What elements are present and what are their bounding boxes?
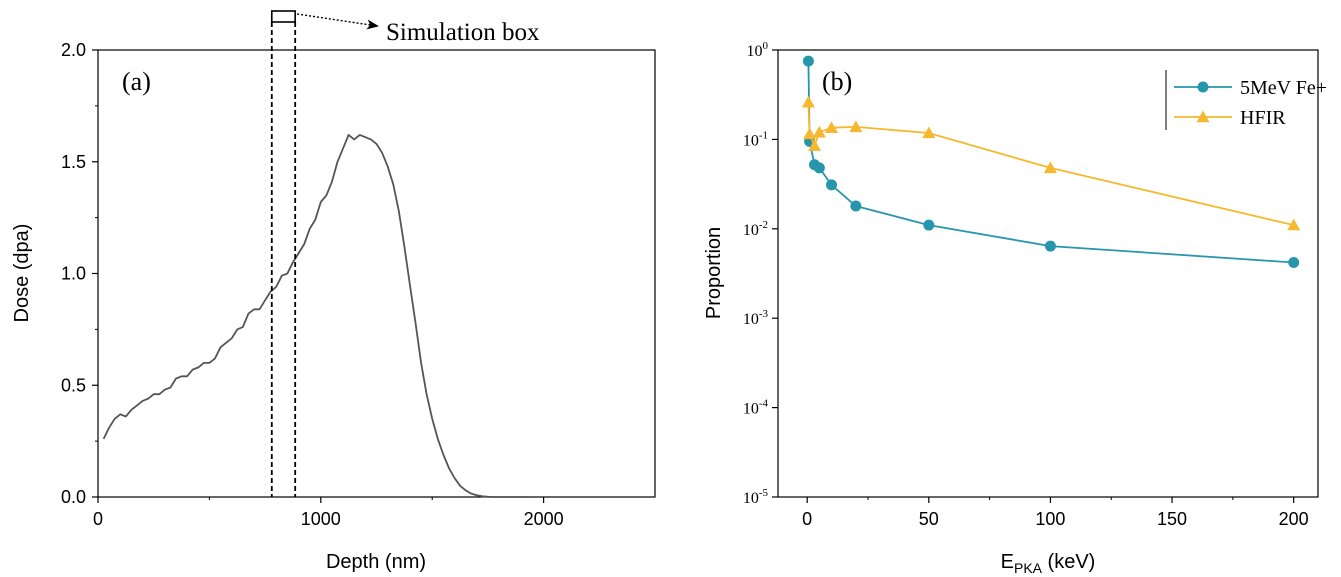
panel-a-y-tick-label: 0.5 <box>61 375 86 395</box>
panel-b-x-tick-label: 100 <box>1035 509 1065 529</box>
panel-b-y-tick-base: 10 <box>743 401 759 418</box>
data-point-hfir <box>922 126 936 139</box>
panel-b-series <box>801 55 1301 268</box>
series-line-fe-ion <box>807 61 1294 264</box>
panel-b-y-tick-base: 10 <box>743 311 759 328</box>
panel-b-y-axis-label: Proportion <box>703 227 725 319</box>
legend-label-fe-ion: 5MeV Fe+ <box>1240 77 1327 99</box>
panel-b-x-axis-label-unit: (keV) <box>1042 551 1095 573</box>
panel-b-y-tick-base: 10 <box>747 43 763 60</box>
panel-b-x-axis-label: EPKA (keV) <box>1001 551 1096 576</box>
panel-b-label: (b) <box>822 67 852 96</box>
data-point-hfir <box>1043 161 1057 174</box>
panel-b-x-tick-label: 50 <box>919 509 939 529</box>
simulation-box-region <box>270 10 379 497</box>
data-point-fe-ion <box>802 55 814 67</box>
data-point-fe-ion <box>1044 240 1056 252</box>
panel-b-y-tick-base: 10 <box>743 490 759 507</box>
data-point-fe-ion <box>850 200 862 212</box>
panel-b-y-tick-exponent: -2 <box>759 219 768 231</box>
panel-a-series <box>102 133 527 498</box>
panel-a-dose-depth-chart: 0 1000 2000 0.0 0.5 1.0 1.5 2.0 (a) Simulation … <box>11 10 656 573</box>
data-point-hfir <box>803 127 817 140</box>
panel-a-label: (a) <box>122 67 151 96</box>
panel-b-x-tick-label: 200 <box>1279 509 1309 529</box>
panel-b-x-axis-label-subscript: PKA <box>1014 560 1043 576</box>
panel-a-y-axis-label: Dose (dpa) <box>11 224 33 323</box>
panel-b-y-tick-label: 10-3 <box>743 308 769 328</box>
panel-b-y-tick-exponent: -1 <box>759 129 768 141</box>
panel-a-y-tick-label: 1.0 <box>61 264 86 284</box>
dose-profile-line <box>102 133 527 498</box>
panel-a-ticks: 0 1000 2000 0.0 0.5 1.0 1.5 2.0 <box>61 40 564 529</box>
panel-b-y-tick-exponent: -3 <box>759 308 769 320</box>
panel-b-y-tick-exponent: -5 <box>759 487 769 499</box>
simulation-box-marker <box>270 10 296 23</box>
panel-b-y-tick-label: 10-1 <box>743 129 768 149</box>
data-point-fe-ion <box>923 219 935 231</box>
panel-b-x-tick-label: 0 <box>802 509 812 529</box>
panel-b-y-tick-exponent: 0 <box>763 40 769 52</box>
panel-b-y-tick-label: 10-5 <box>743 487 769 507</box>
simulation-box-arrow <box>297 13 379 30</box>
panel-b-y-tick-label: 10-4 <box>743 398 769 418</box>
panel-a-x-tick-label: 2000 <box>524 509 564 529</box>
panel-b-x-axis-label-main: E <box>1001 551 1014 573</box>
data-point-hfir <box>849 120 863 133</box>
legend-label-hfir: HFIR <box>1240 107 1286 129</box>
data-point-hfir <box>801 95 815 108</box>
legend-marker-fe-ion <box>1197 81 1209 93</box>
simulation-box-annotation: Simulation box <box>386 19 540 46</box>
panel-a-y-tick-label: 0.0 <box>61 487 86 507</box>
panel-a-plot-frame <box>97 49 656 498</box>
data-point-fe-ion <box>1288 256 1300 268</box>
data-point-fe-ion <box>813 162 825 174</box>
panel-b-y-tick-label: 100 <box>747 40 769 60</box>
panel-a-x-tick-label: 0 <box>93 509 103 529</box>
panel-b-y-tick-base: 10 <box>743 222 759 239</box>
panel-a-y-tick-label: 2.0 <box>61 40 86 60</box>
data-point-fe-ion <box>826 179 838 191</box>
panel-b-plot-frame <box>777 49 1319 498</box>
panel-b-y-tick-base: 10 <box>743 132 759 149</box>
panel-b-y-tick-exponent: -4 <box>759 398 769 410</box>
panel-b-y-tick-label: 10-2 <box>743 219 768 239</box>
data-point-hfir <box>812 125 826 138</box>
legend-marker-hfir <box>1196 110 1210 123</box>
panel-a-x-axis-label: Depth (nm) <box>326 551 426 573</box>
data-point-hfir <box>807 139 821 151</box>
panel-a-x-tick-label: 1000 <box>301 509 341 529</box>
panel-a-y-tick-label: 1.5 <box>61 152 86 172</box>
legend: 5MeV Fe+ HFIR <box>1165 70 1327 130</box>
data-point-hfir <box>1287 218 1301 231</box>
panel-b-x-tick-label: 150 <box>1157 509 1187 529</box>
data-point-hfir <box>825 121 839 133</box>
